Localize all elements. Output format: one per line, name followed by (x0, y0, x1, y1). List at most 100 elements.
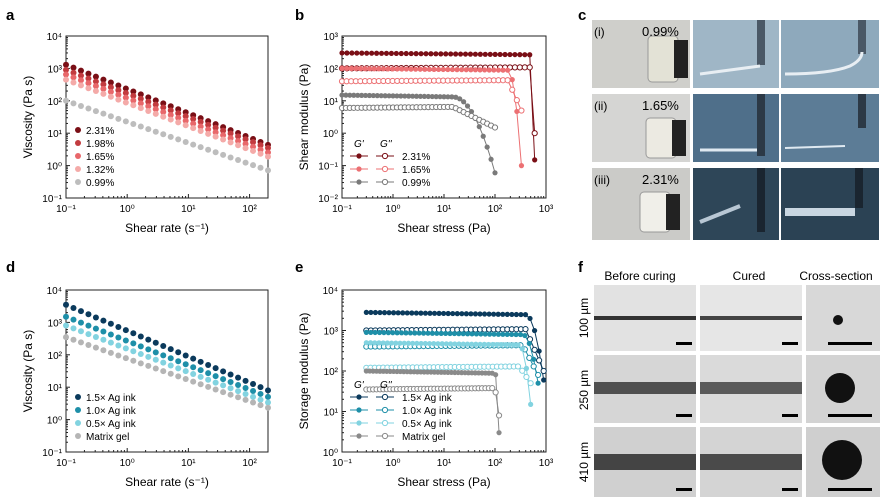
data-point-gprime (461, 99, 467, 105)
data-point-gprime (347, 92, 353, 98)
data-point-gprime (509, 77, 515, 83)
data-point (212, 373, 219, 380)
data-point-gprime (433, 94, 439, 100)
data-point (167, 370, 174, 377)
data-point-gprime (511, 342, 517, 348)
data-point (227, 379, 234, 386)
scale-bar (676, 488, 692, 491)
data-point (175, 358, 182, 365)
x-tick-label: 10² (242, 204, 257, 215)
data-point (227, 371, 234, 378)
data-point-gprime (464, 103, 471, 109)
legend-label: Matrix gel (86, 432, 129, 443)
data-point (115, 87, 122, 94)
data-point-gprime (398, 93, 404, 99)
data-point-gprime (500, 67, 506, 73)
data-point (137, 351, 144, 358)
cross-section-410 (822, 440, 862, 480)
data-point (77, 82, 84, 89)
data-point-gdoubleprime (531, 346, 538, 353)
data-point (190, 364, 197, 371)
data-point (250, 147, 257, 154)
vial-cap-2 (672, 120, 686, 156)
data-point (70, 64, 77, 71)
data-point (70, 69, 77, 76)
data-point-gprime (403, 330, 409, 336)
data-point (85, 322, 92, 329)
data-point-gdoubleprime (504, 77, 511, 84)
panel-c-roman-1: (i) (594, 25, 605, 39)
y-tick-label: 10⁴ (323, 286, 338, 297)
data-point (85, 85, 92, 92)
data-point (92, 344, 99, 351)
data-point (122, 337, 129, 344)
legend-marker (75, 153, 81, 159)
legend-marker (75, 179, 81, 185)
data-point-gprime (509, 311, 515, 318)
data-point (137, 95, 144, 102)
data-point-gprime (376, 340, 382, 346)
data-point-gdoubleprime (509, 86, 516, 93)
data-point-gdoubleprime (519, 367, 526, 374)
data-point (70, 74, 77, 81)
data-point (175, 114, 182, 121)
data-point (77, 77, 84, 84)
data-point (122, 90, 129, 97)
data-point-gprime (351, 92, 357, 98)
data-point (205, 126, 212, 133)
data-point (205, 376, 212, 383)
data-point (122, 355, 129, 362)
data-point-gprime (478, 331, 484, 337)
data-point (107, 113, 114, 120)
data-point-gprime (416, 330, 422, 336)
legend-marker (381, 165, 389, 173)
data-point-gprime (422, 310, 429, 316)
data-point-gprime (418, 51, 424, 57)
data-point-gprime (486, 67, 492, 73)
data-point-gprime (480, 133, 486, 139)
data-point-gdoubleprime (495, 412, 503, 419)
data-point-gprime (460, 341, 466, 347)
y-tick-label: 10² (324, 367, 339, 378)
data-point-gprime (494, 341, 500, 348)
print-photo-2a (693, 94, 779, 162)
data-point-gdoubleprime (516, 64, 523, 71)
data-point (107, 88, 114, 95)
data-point (182, 361, 189, 368)
data-point-gprime (433, 51, 439, 57)
data-point (70, 100, 77, 107)
legend-marker (75, 433, 81, 439)
data-point-gprime (429, 330, 435, 336)
data-point (250, 162, 257, 169)
data-point-gprime (435, 341, 441, 347)
panel-label-f: f (578, 259, 584, 276)
y-tick-label: 10⁻¹ (42, 194, 62, 205)
data-point (175, 119, 182, 126)
chart-b-shear-modulus: 10⁻¹ 10⁰ 10¹ 10² 10³10⁻²10⁻¹10⁰10¹10²10³Shea… (297, 32, 554, 235)
x-tick-label: 10⁻¹ (332, 204, 352, 215)
data-point-gprime (484, 144, 490, 150)
data-point-gdoubleprime (526, 64, 533, 71)
data-point (137, 105, 144, 112)
data-point (242, 136, 249, 143)
data-point (257, 150, 264, 157)
data-point (100, 347, 107, 354)
data-point-gdoubleprime (522, 326, 529, 333)
nozzle-3b (855, 168, 863, 208)
data-point-gprime (477, 341, 483, 347)
legend-label: 1.32% (86, 165, 114, 176)
data-point-gprime (448, 51, 454, 57)
data-point-gdoubleprime (526, 354, 533, 362)
data-point-gprime (500, 331, 506, 337)
data-point (160, 131, 167, 138)
data-point (257, 402, 264, 409)
data-point-gprime (401, 340, 407, 346)
data-point-gprime (425, 330, 431, 336)
data-point (92, 73, 99, 80)
data-point-gprime (535, 380, 541, 386)
data-point (220, 132, 227, 139)
data-point-gprime (374, 93, 380, 99)
plot-frame (341, 35, 547, 199)
data-point-gprime (373, 50, 380, 56)
data-point-gprime (450, 310, 456, 317)
